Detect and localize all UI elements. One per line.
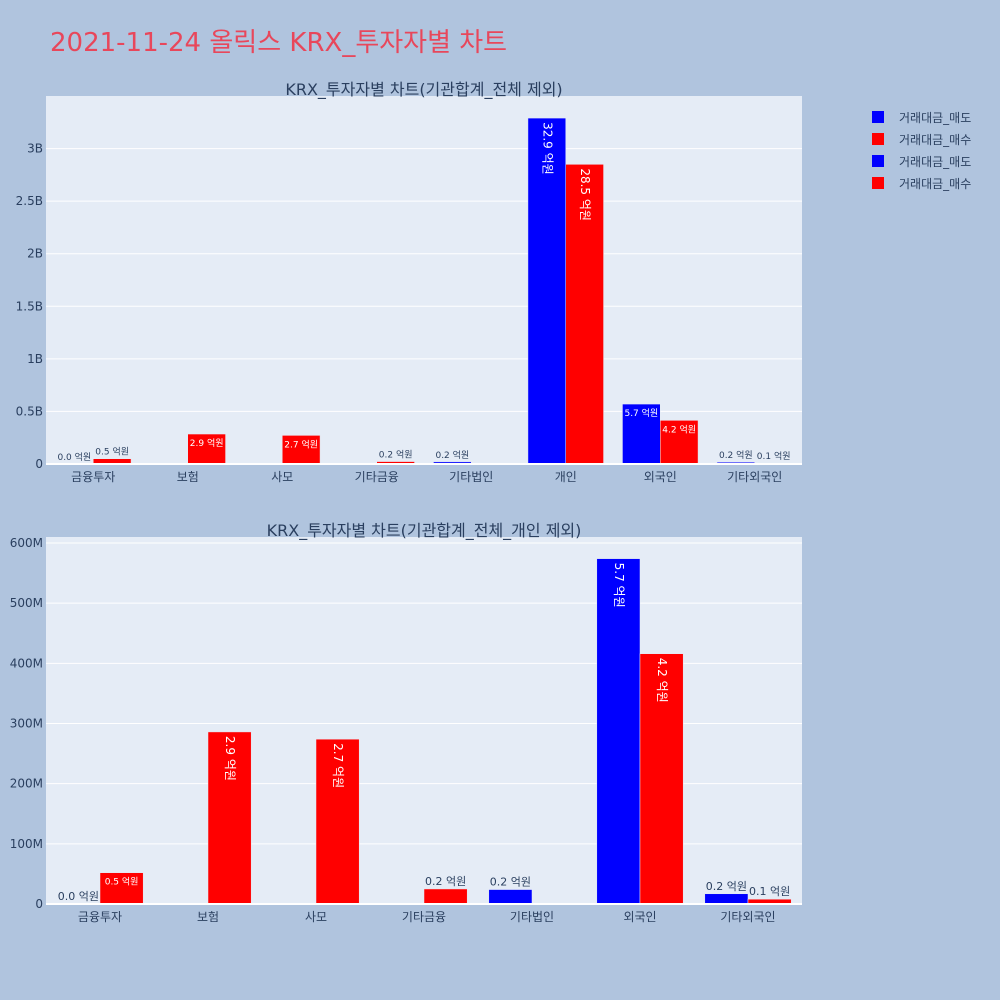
plot-area [46,537,802,904]
legend-label: 거래대금_매수 [899,176,972,191]
legend-item[interactable]: 거래대금_매도 [872,106,971,128]
y-tick-label: 2B [27,247,43,261]
bar [99,872,144,905]
x-tick-label: 사모 [271,470,293,484]
bar [704,893,749,905]
y-tick-label: 1.5B [16,299,43,313]
bar [596,558,641,905]
data-label: 2.7 억원 [331,743,345,788]
legend-swatch [872,111,884,123]
bar [565,164,604,465]
x-tick-label: 기타외국인 [720,910,775,924]
x-tick-label: 기타외국인 [727,470,782,484]
data-label: 0.2 억원 [719,449,753,461]
y-tick-label: 200M [10,777,43,791]
bar [207,731,252,905]
bar [315,738,360,905]
data-label: 2.7 억원 [284,438,318,450]
legend-swatch [872,155,884,167]
x-tick-label: 기타법인 [449,470,493,484]
plot-area [46,96,802,464]
bar [527,117,567,465]
y-tick-label: 400M [10,656,43,670]
x-tick-label: 기타법인 [510,910,554,924]
x-tick-label: 금융투자 [71,470,115,484]
data-label: 0.2 억원 [490,876,531,889]
chart-title: KRX_투자자별 차트(기관합계_전체_개인 제외) [267,521,582,541]
y-tick-label: 0 [35,457,43,471]
x-tick-label: 사모 [305,910,327,924]
x-tick-label: 개인 [555,470,577,484]
data-label: 0.2 억원 [435,449,469,461]
legend: 거래대금_매도 거래대금_매수 거래대금_매도 거래대금_매수 [872,106,971,194]
data-label: 0.5 억원 [105,876,139,888]
y-tick-label: 100M [10,837,43,851]
legend-swatch [872,133,884,145]
data-label: 4.2 억원 [662,423,696,435]
data-label: 0.1 억원 [757,450,791,462]
legend-item[interactable]: 거래대금_매수 [872,128,971,150]
y-tick-label: 600M [10,536,43,550]
data-label: 2.9 억원 [190,437,224,449]
data-label: 4.2 억원 [655,658,669,703]
page-title: 2021-11-24 올릭스 KRX_투자자별 차트 [50,28,508,58]
legend-label: 거래대금_매도 [899,110,972,125]
y-tick-label: 3B [27,142,43,156]
data-label: 2.9 억원 [223,736,237,781]
y-tick-label: 1B [27,352,43,366]
x-tick-label: 기타금융 [355,470,399,484]
x-tick-label: 보험 [197,910,219,924]
data-label: 0.2 억원 [379,449,413,461]
legend-swatch [872,177,884,189]
y-tick-label: 2.5B [16,194,43,208]
data-label: 32.9 억원 [540,122,554,175]
bar [423,888,468,905]
x-tick-label: 금융투자 [78,910,122,924]
bar [639,653,684,905]
data-label: 0.2 억원 [706,880,747,893]
x-tick-label: 보험 [177,470,199,484]
y-tick-label: 500M [10,596,43,610]
data-label: 5.7 억원 [612,563,626,608]
data-label: 5.7 억원 [624,407,658,419]
x-tick-label: 외국인 [623,910,656,924]
chart-2: 0 100M 200M 300M 400M 500M 600M KRX_투자자별 차트(기관합… [10,521,802,924]
data-label: 0.5 억원 [95,446,129,458]
legend-item[interactable]: 거래대금_매도 [872,150,971,172]
legend-label: 거래대금_매도 [899,154,972,169]
data-label: 0.0 억원 [58,890,99,903]
y-tick-label: 0 [35,897,43,911]
y-tick-label: 300M [10,717,43,731]
x-tick-label: 외국인 [644,470,677,484]
legend-label: 거래대금_매수 [899,132,972,147]
x-tick-label: 기타금융 [402,910,446,924]
bar [488,889,533,905]
chart-title: KRX_투자자별 차트(기관합계_전체 제외) [285,80,562,100]
data-label: 0.1 억원 [749,885,790,898]
bar [187,433,226,465]
data-label: 28.5 억원 [578,168,592,221]
data-label: 0.0 억원 [57,451,91,463]
legend-item[interactable]: 거래대금_매수 [872,172,971,194]
chart-1: 0 0.5B 1B 1.5B 2B 2.5B 3B KRX_투자자별 차트(기관합계_전체 제… [16,80,802,484]
y-tick-label: 0.5B [16,404,43,418]
data-label: 0.2 억원 [425,875,466,888]
